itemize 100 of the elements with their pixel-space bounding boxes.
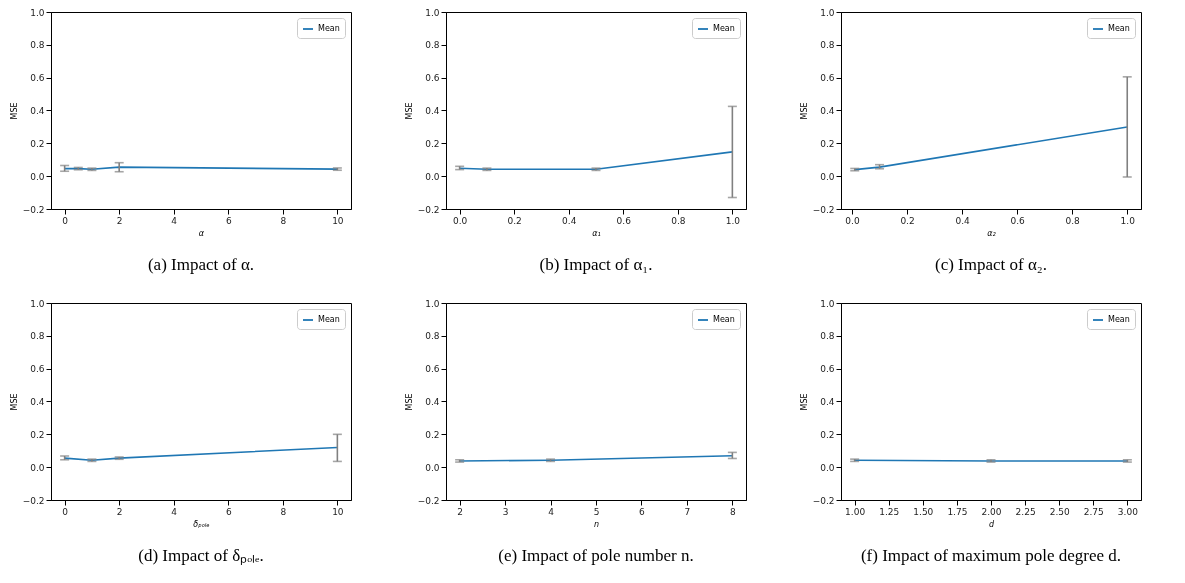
y-tick-label: 0.6 bbox=[30, 73, 45, 84]
y-tick-label: 0.8 bbox=[820, 40, 835, 51]
y-tick-label: 0.8 bbox=[30, 331, 45, 342]
text: (b) Impact of α₁. bbox=[539, 255, 653, 274]
x-tick-label: 1.25 bbox=[879, 506, 900, 517]
y-tick-label: 0.8 bbox=[425, 40, 440, 51]
y-tick-label: 0.2 bbox=[820, 429, 835, 440]
x-tick-label: 0.6 bbox=[1010, 215, 1026, 226]
x-tick-label: 6 bbox=[225, 215, 232, 226]
y-tick-label: −0.2 bbox=[812, 495, 835, 506]
y-tick-label: 0.2 bbox=[820, 138, 835, 149]
x-tick-label: 0 bbox=[62, 506, 69, 517]
x-tick-label: 0.8 bbox=[671, 215, 686, 226]
legend-label: Mean bbox=[1108, 24, 1130, 33]
y-tick-label: 0.8 bbox=[820, 331, 835, 342]
x-tick-label: 0.0 bbox=[845, 215, 860, 226]
y-tick-label: 0.4 bbox=[425, 397, 440, 407]
x-tick-label: 1.75 bbox=[947, 506, 968, 517]
text: (f) Impact of maximum pole degree d. bbox=[860, 546, 1122, 565]
y-tick-label: 0.6 bbox=[425, 73, 440, 84]
text: (d) Impact of δₚₒₗₑ. bbox=[138, 546, 264, 566]
x-tick-label: 0.4 bbox=[955, 215, 971, 226]
x-tick-label: 1.0 bbox=[725, 215, 741, 226]
y-tick-label: 1.0 bbox=[425, 7, 440, 18]
y-tick-label: 0.8 bbox=[30, 40, 45, 51]
x-axis-title: α bbox=[198, 228, 205, 238]
x-tick-label: 6 bbox=[225, 506, 232, 517]
x-tick-label: 1.50 bbox=[913, 506, 934, 517]
x-tick-label: 8 bbox=[730, 506, 736, 517]
x-tick-label: 4 bbox=[171, 215, 178, 226]
x-tick-label: 2.00 bbox=[981, 506, 1002, 517]
y-tick-label: 0.0 bbox=[30, 462, 45, 473]
y-tick-label: 0.2 bbox=[30, 429, 45, 440]
y-tick-label: 0.0 bbox=[425, 171, 440, 182]
y-axis-title: MSE bbox=[799, 102, 809, 120]
y-tick-label: 0.2 bbox=[425, 138, 440, 149]
x-axis-title: d bbox=[988, 519, 995, 529]
x-tick-label: 0.2 bbox=[507, 215, 522, 226]
x-tick-label: 4 bbox=[548, 506, 555, 517]
x-tick-label: 2 bbox=[116, 506, 123, 517]
legend-label: Mean bbox=[318, 315, 340, 324]
y-axis-title: MSE bbox=[404, 102, 414, 120]
y-tick-label: −0.2 bbox=[22, 495, 45, 506]
y-axis-title: MSE bbox=[799, 393, 809, 411]
y-tick-label: 0.4 bbox=[30, 397, 45, 407]
y-tick-label: 1.0 bbox=[30, 7, 45, 18]
legend-label: Mean bbox=[318, 24, 340, 33]
y-tick-label: 0.2 bbox=[30, 138, 45, 149]
x-tick-label: 0.2 bbox=[900, 215, 915, 226]
x-tick-label: 2.50 bbox=[1049, 506, 1070, 517]
y-tick-label: 0.0 bbox=[820, 462, 835, 473]
legend-label: Mean bbox=[1108, 315, 1130, 324]
y-tick-label: 1.0 bbox=[425, 298, 440, 309]
y-tick-label: 0.4 bbox=[425, 106, 440, 116]
x-axis-title: n bbox=[593, 519, 600, 529]
y-tick-label: 0.2 bbox=[425, 429, 440, 440]
x-tick-label: 8 bbox=[280, 215, 287, 226]
x-tick-label: 2 bbox=[457, 506, 463, 517]
x-tick-label: 4 bbox=[171, 506, 178, 517]
y-axis-title: MSE bbox=[9, 393, 19, 411]
x-axis-title: δₚₒₗₑ bbox=[193, 519, 210, 529]
y-tick-label: 0.8 bbox=[425, 331, 440, 342]
x-tick-label: 3 bbox=[502, 506, 509, 517]
y-tick-label: 0.6 bbox=[820, 73, 835, 84]
x-tick-label: 0 bbox=[62, 215, 69, 226]
y-tick-label: 0.6 bbox=[30, 364, 45, 375]
x-tick-label: 0.0 bbox=[452, 215, 468, 226]
text: (c) Impact of α₂. bbox=[934, 255, 1048, 274]
x-tick-label: 0.8 bbox=[1065, 215, 1081, 226]
y-axis-title: MSE bbox=[404, 393, 414, 411]
x-axis-title: α₂ bbox=[987, 228, 997, 238]
x-axis-title: α₁ bbox=[592, 228, 601, 238]
y-tick-label: 0.4 bbox=[820, 106, 835, 116]
x-tick-label: 0.4 bbox=[562, 215, 577, 226]
x-tick-label: 2.75 bbox=[1083, 506, 1104, 517]
x-tick-label: 5 bbox=[593, 506, 600, 517]
x-tick-label: 2.25 bbox=[1015, 506, 1036, 517]
text: (e) Impact of pole number n. bbox=[498, 546, 694, 565]
x-tick-label: 1.00 bbox=[845, 506, 866, 517]
text: (a) Impact of α. bbox=[147, 255, 255, 274]
x-tick-label: 10 bbox=[332, 215, 344, 226]
y-tick-label: −0.2 bbox=[417, 204, 440, 215]
legend-label: Mean bbox=[713, 315, 735, 324]
y-tick-label: 0.6 bbox=[820, 364, 835, 375]
y-tick-label: −0.2 bbox=[22, 204, 45, 215]
y-tick-label: −0.2 bbox=[417, 495, 440, 506]
x-tick-label: 2 bbox=[116, 215, 123, 226]
y-tick-label: 1.0 bbox=[820, 298, 835, 309]
x-tick-label: 1.0 bbox=[1120, 215, 1136, 226]
x-tick-label: 7 bbox=[684, 506, 691, 517]
x-tick-label: 3.00 bbox=[1117, 506, 1139, 517]
y-tick-label: 0.4 bbox=[30, 106, 45, 116]
y-axis-title: MSE bbox=[9, 102, 19, 120]
x-tick-label: 8 bbox=[280, 506, 287, 517]
y-tick-label: 1.0 bbox=[30, 298, 45, 309]
legend-label: Mean bbox=[713, 24, 735, 33]
y-tick-label: 0.6 bbox=[425, 364, 440, 375]
y-tick-label: −0.2 bbox=[812, 204, 835, 215]
y-tick-label: 0.0 bbox=[30, 171, 45, 182]
x-tick-label: 0.6 bbox=[616, 215, 632, 226]
